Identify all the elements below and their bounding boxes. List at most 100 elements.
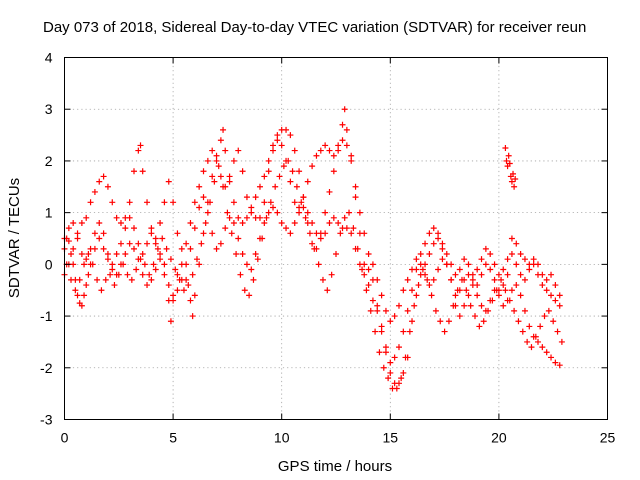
data-point: [395, 302, 402, 309]
data-point: [296, 168, 303, 175]
data-point: [543, 287, 550, 294]
data-point: [196, 183, 203, 190]
data-point: [243, 261, 250, 268]
data-point: [154, 245, 161, 252]
data-point: [474, 292, 481, 299]
data-point: [519, 328, 526, 335]
data-point: [378, 323, 385, 330]
series-track-a: [61, 106, 563, 387]
data-point: [96, 235, 103, 242]
data-point: [365, 266, 372, 273]
data-point: [300, 194, 307, 201]
data-point: [502, 145, 509, 151]
data-point: [217, 173, 224, 180]
data-point: [452, 292, 459, 299]
data-point: [222, 147, 229, 154]
data-point: [230, 219, 237, 226]
data-point: [237, 271, 244, 278]
plot-frame: [64, 57, 608, 420]
data-point: [382, 344, 389, 351]
data-point: [534, 338, 541, 345]
data-point: [333, 251, 339, 258]
data-point: [521, 307, 528, 314]
data-point: [385, 375, 392, 382]
data-point: [495, 271, 502, 278]
data-point: [391, 313, 398, 320]
data-point: [87, 199, 94, 206]
data-point: [504, 271, 511, 278]
data-point: [152, 240, 159, 247]
data-point: [548, 354, 555, 361]
data-point: [374, 307, 381, 314]
data-point: [537, 323, 544, 330]
data-point: [309, 219, 316, 226]
data-point: [283, 225, 290, 232]
data-point: [291, 199, 298, 206]
data-point: [139, 168, 146, 175]
data-point: [96, 219, 103, 226]
data-point: [524, 338, 531, 345]
data-point: [109, 261, 116, 268]
data-point: [503, 157, 510, 164]
data-point: [248, 204, 255, 211]
data-point: [207, 199, 214, 206]
data-point: [474, 282, 481, 289]
data-point: [176, 276, 183, 283]
data-point: [419, 266, 426, 273]
data-point: [548, 271, 555, 278]
data-point: [322, 230, 329, 237]
data-point: [539, 344, 546, 351]
data-point: [424, 276, 431, 283]
data-point: [291, 147, 298, 154]
data-point: [365, 282, 372, 289]
data-point: [265, 157, 272, 164]
data-point: [170, 297, 177, 304]
data-point: [96, 178, 103, 185]
data-point: [545, 307, 552, 314]
data-point: [141, 261, 148, 268]
data-point: [217, 240, 224, 247]
data-point: [393, 385, 400, 392]
data-point: [126, 199, 133, 206]
data-point: [461, 256, 468, 263]
data-point: [128, 276, 135, 283]
data-point: [230, 157, 237, 164]
data-point: [100, 230, 107, 237]
data-point: [85, 271, 92, 278]
data-point: [335, 219, 342, 226]
data-point: [478, 302, 485, 309]
data-point: [395, 380, 402, 387]
data-point: [191, 292, 198, 299]
data-point: [239, 168, 246, 175]
data-point: [89, 261, 96, 268]
data-point: [239, 219, 246, 226]
data-point: [107, 271, 114, 278]
data-point: [469, 276, 476, 283]
y-tick-label: 1: [45, 205, 53, 221]
data-point: [554, 328, 561, 335]
data-point: [144, 199, 151, 206]
data-point: [83, 256, 90, 263]
x-tick-label: 5: [169, 430, 177, 446]
data-point: [367, 307, 374, 314]
data-point: [404, 276, 411, 283]
data-point: [417, 261, 424, 268]
data-point: [409, 266, 416, 273]
data-point: [230, 199, 237, 206]
data-point: [81, 292, 88, 299]
x-tick-label: 25: [600, 430, 616, 446]
data-point: [309, 240, 316, 247]
data-point: [322, 142, 329, 149]
data-point: [178, 245, 185, 252]
data-point: [526, 261, 533, 268]
data-point: [382, 307, 389, 314]
data-point: [369, 297, 376, 304]
data-point: [513, 261, 520, 268]
data-point: [354, 245, 361, 252]
data-point: [174, 271, 181, 278]
data-point: [506, 160, 513, 167]
data-point: [65, 238, 72, 245]
x-tick-label: 10: [274, 430, 290, 446]
data-point: [463, 287, 470, 294]
data-point: [435, 235, 442, 242]
